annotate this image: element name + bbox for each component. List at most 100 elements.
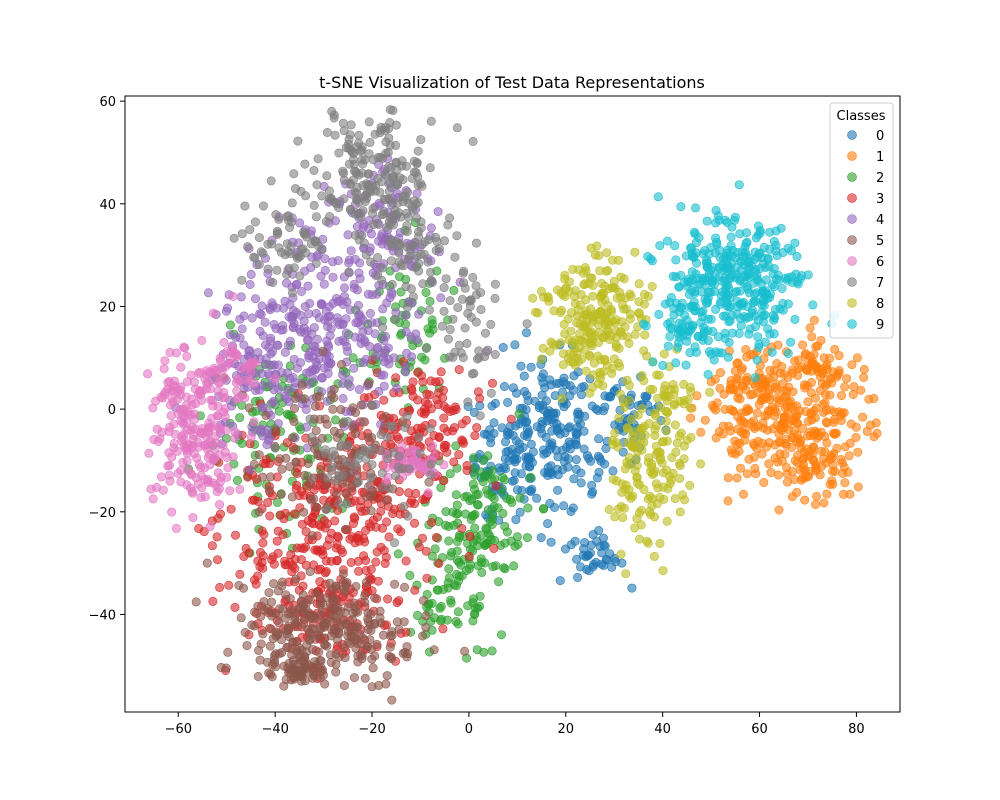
y-tick-label: −40 — [89, 608, 116, 623]
point-class-5 — [340, 653, 350, 663]
point-class-7 — [381, 137, 391, 147]
point-class-3 — [365, 522, 375, 532]
point-class-9 — [790, 314, 800, 324]
point-class-4 — [337, 370, 347, 380]
point-class-4 — [303, 281, 313, 291]
point-class-7 — [302, 232, 312, 242]
point-class-9 — [754, 249, 764, 259]
point-class-1 — [778, 419, 788, 429]
point-class-0 — [641, 393, 651, 403]
point-class-9 — [783, 243, 793, 253]
point-class-7 — [467, 369, 477, 379]
point-class-5 — [202, 558, 212, 568]
point-class-2 — [487, 646, 497, 656]
point-class-0 — [511, 515, 521, 525]
point-class-7 — [379, 206, 389, 216]
point-class-1 — [686, 413, 696, 423]
point-class-7 — [365, 257, 375, 267]
point-class-6 — [246, 432, 256, 442]
point-class-5 — [310, 401, 320, 411]
point-class-8 — [609, 276, 619, 286]
point-class-6 — [176, 465, 186, 475]
point-class-1 — [871, 418, 881, 428]
point-class-1 — [853, 482, 863, 492]
point-class-0 — [596, 456, 606, 466]
point-class-7 — [250, 217, 260, 227]
point-class-4 — [323, 322, 333, 332]
point-class-2 — [446, 598, 456, 608]
point-class-7 — [364, 117, 374, 127]
point-class-3 — [230, 602, 240, 612]
point-class-7 — [394, 248, 404, 258]
y-tick-label: −20 — [89, 506, 116, 521]
point-class-7 — [350, 187, 360, 197]
point-class-7 — [329, 110, 339, 120]
point-class-7 — [468, 272, 478, 282]
point-class-8 — [645, 491, 655, 501]
point-class-0 — [517, 485, 527, 495]
point-class-7 — [414, 432, 424, 442]
point-class-8 — [604, 284, 614, 294]
point-class-1 — [834, 351, 844, 361]
point-class-4 — [203, 288, 213, 298]
point-class-6 — [228, 452, 238, 462]
point-class-7 — [343, 416, 353, 426]
point-class-2 — [274, 406, 284, 416]
point-class-3 — [276, 510, 286, 520]
point-class-1 — [809, 315, 819, 325]
point-class-9 — [735, 313, 745, 323]
point-class-8 — [624, 338, 634, 348]
point-class-2 — [538, 504, 548, 514]
point-class-1 — [774, 429, 784, 439]
point-class-6 — [180, 343, 190, 353]
point-class-1 — [696, 427, 706, 437]
point-class-6 — [244, 375, 254, 385]
point-class-3 — [434, 558, 444, 568]
point-class-1 — [792, 487, 802, 497]
point-class-9 — [783, 299, 793, 309]
point-class-6 — [201, 370, 211, 380]
point-class-5 — [372, 639, 382, 649]
point-class-3 — [454, 450, 464, 460]
point-class-6 — [217, 365, 227, 375]
point-class-9 — [768, 269, 778, 279]
point-class-5 — [318, 620, 328, 630]
point-class-7 — [441, 274, 451, 284]
point-class-2 — [282, 409, 292, 419]
point-class-7 — [439, 306, 449, 316]
point-class-4 — [426, 223, 436, 233]
point-class-1 — [807, 332, 817, 342]
point-class-9 — [778, 305, 788, 315]
point-class-5 — [334, 628, 344, 638]
point-class-1 — [812, 364, 822, 374]
point-class-2 — [488, 562, 498, 572]
point-class-1 — [778, 378, 788, 388]
point-class-4 — [376, 370, 386, 380]
point-class-8 — [581, 295, 591, 305]
point-class-7 — [392, 180, 402, 190]
point-class-8 — [634, 534, 644, 544]
point-class-4 — [354, 384, 364, 394]
point-class-1 — [859, 364, 869, 374]
point-class-1 — [733, 358, 743, 368]
point-class-3 — [394, 596, 404, 606]
point-class-6 — [232, 386, 242, 396]
point-class-7 — [389, 447, 399, 457]
point-class-1 — [715, 368, 725, 378]
point-class-5 — [264, 588, 274, 598]
point-class-3 — [379, 395, 389, 405]
point-class-3 — [326, 528, 336, 538]
point-class-5 — [399, 582, 409, 592]
point-class-5 — [360, 591, 370, 601]
point-class-3 — [470, 431, 480, 441]
point-class-8 — [663, 408, 673, 418]
point-class-9 — [700, 294, 710, 304]
point-class-5 — [305, 635, 315, 645]
point-class-5 — [240, 627, 250, 637]
point-class-7 — [363, 482, 373, 492]
point-class-6 — [195, 386, 205, 396]
point-class-8 — [621, 304, 631, 314]
point-class-1 — [852, 353, 862, 363]
point-class-5 — [363, 378, 373, 388]
